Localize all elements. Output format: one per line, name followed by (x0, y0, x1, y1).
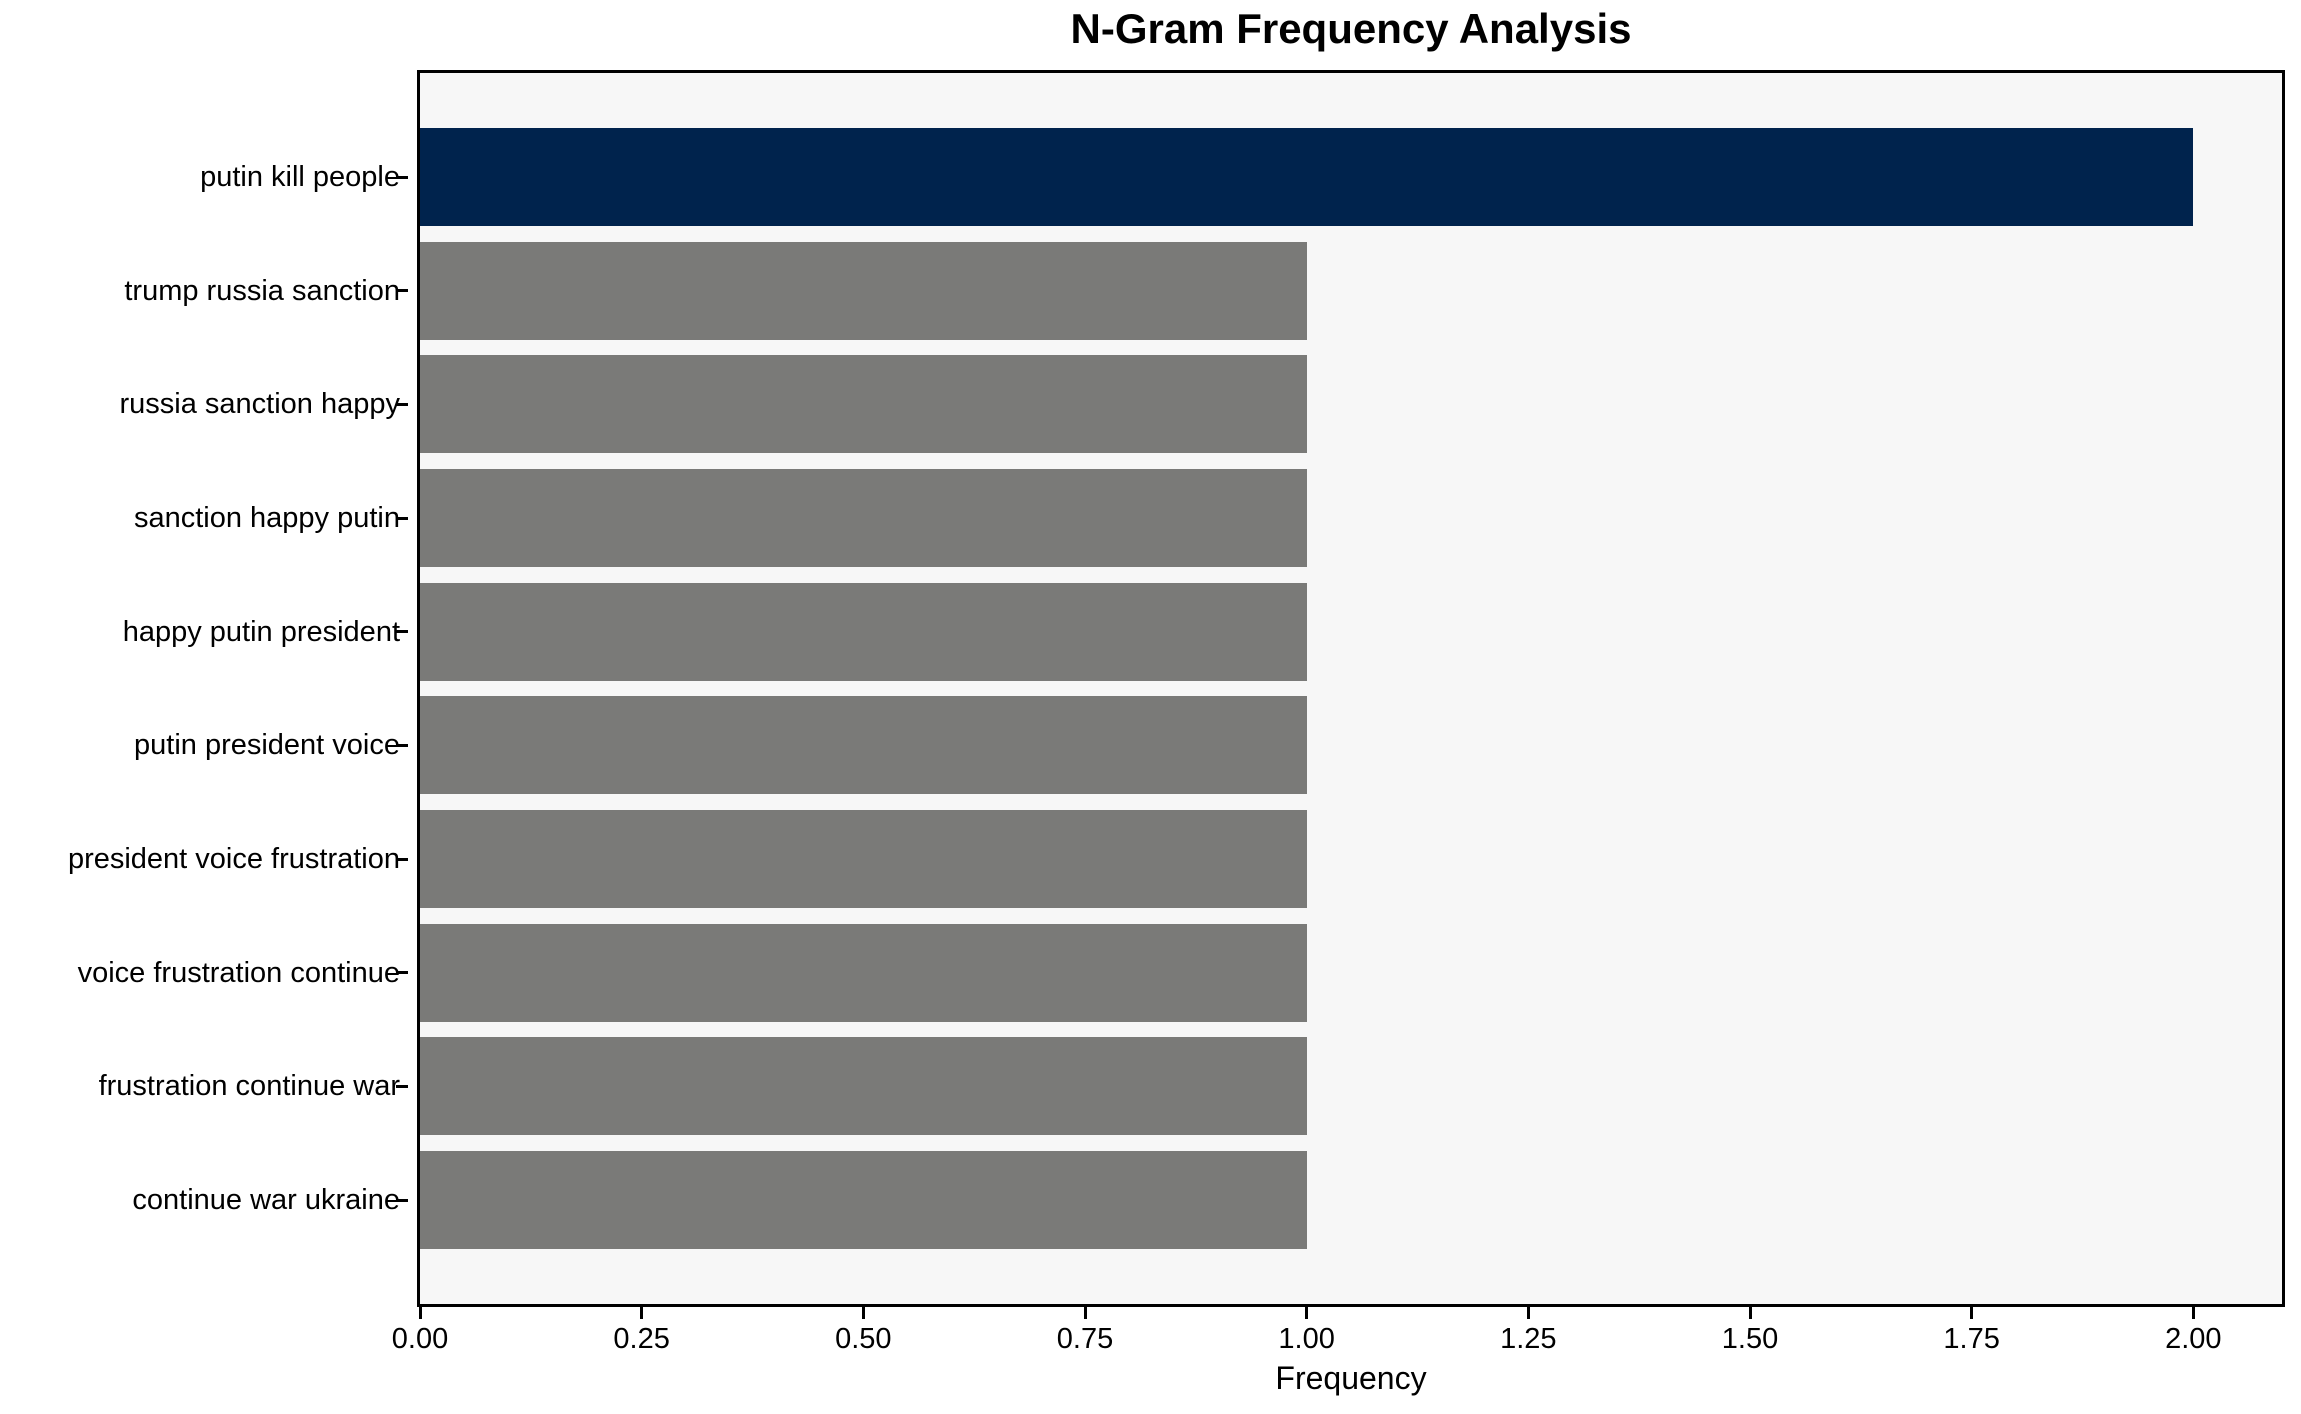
y-tick-label: putin president voice (134, 729, 400, 762)
x-tick-label: 0.75 (1056, 1323, 1114, 1355)
x-tick-mark (1083, 1307, 1087, 1319)
x-tick-mark (2191, 1307, 2195, 1319)
y-tick-mark (396, 1198, 408, 1202)
x-axis-tick-labels: 0.00 0.25 0.50 0.75 1.00 1.25 1.50 1.75 2.00 (392, 1322, 2282, 1360)
x-tick-label: 1.00 (1278, 1323, 1335, 1355)
bar-president-voice-frustration (420, 810, 1307, 908)
x-tick-mark (418, 1307, 422, 1319)
y-tick-mark (396, 289, 408, 293)
x-tick-label: 0.50 (835, 1323, 892, 1355)
x-tick-mark (1305, 1307, 1309, 1319)
bar-trump-russia-sanction (420, 241, 1307, 340)
y-tick-mark (396, 971, 408, 975)
x-tick-mark (640, 1307, 644, 1319)
y-tick-label: continue war ukraine (132, 1184, 400, 1216)
y-tick-mark (396, 1084, 408, 1088)
bar-putin-president-voice (420, 696, 1307, 795)
y-axis-labels: putin kill people trump russia sanction ru… (0, 73, 408, 1304)
y-tick-label: sanction happy putin (133, 502, 400, 534)
x-tick-label: 0.00 (391, 1323, 449, 1355)
x-tick-label: 0.25 (613, 1323, 670, 1355)
x-tick-mark (1748, 1307, 1752, 1319)
x-tick-mark (1970, 1307, 1974, 1319)
x-tick-label: 1.75 (1943, 1323, 2000, 1355)
y-tick-label: happy putin president (122, 615, 400, 648)
x-tick-label: 1.25 (1500, 1323, 1557, 1355)
bar-russia-sanction-happy (420, 355, 1307, 454)
x-tick-label: 2.00 (2165, 1323, 2222, 1355)
plot-area (417, 70, 2285, 1307)
y-tick-label: trump russia sanction (124, 274, 400, 307)
bar-putin-kill-people (420, 128, 2194, 226)
x-axis-ticks (418, 1307, 2282, 1319)
bar-frustration-continue-war (420, 1037, 1307, 1136)
y-tick-label: frustration continue war (98, 1070, 400, 1103)
x-axis-title: Frequency (1275, 1360, 1427, 1396)
chart-title: N-Gram Frequency Analysis (1070, 5, 1632, 52)
y-tick-mark (396, 516, 408, 520)
y-tick-label: russia sanction happy (119, 388, 401, 421)
y-tick-mark (396, 175, 408, 179)
y-axis-ticks (396, 73, 408, 1304)
bar-happy-putin-president (420, 582, 1307, 681)
y-tick-mark (396, 743, 408, 747)
y-tick-mark (396, 630, 408, 634)
bar-voice-frustration-continue (420, 923, 1307, 1022)
y-tick-mark (396, 857, 408, 861)
bar-continue-war-ukraine (420, 1151, 1307, 1249)
y-tick-label: putin kill people (200, 161, 400, 193)
y-tick-label: president voice frustration (67, 843, 400, 875)
x-tick-label: 1.50 (1721, 1323, 1779, 1355)
y-tick-label: voice frustration continue (77, 956, 400, 989)
bars-layer (420, 73, 2282, 1304)
bar-sanction-happy-putin (420, 469, 1307, 567)
x-tick-mark (861, 1307, 865, 1319)
x-tick-mark (1526, 1307, 1530, 1319)
y-tick-mark (396, 402, 408, 406)
